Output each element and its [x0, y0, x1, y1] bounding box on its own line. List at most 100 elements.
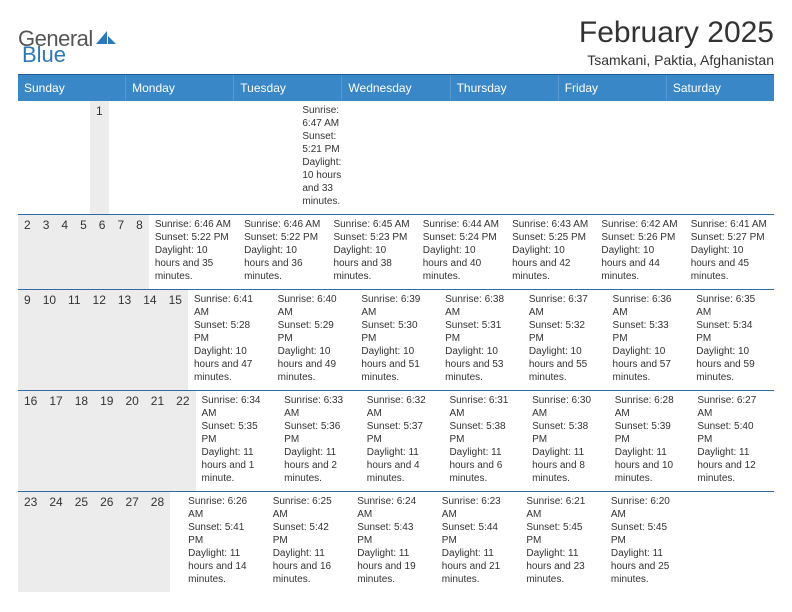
sunrise-text: Sunrise: 6:32 AM: [367, 394, 438, 420]
sunrise-text: Sunrise: 6:41 AM: [691, 218, 768, 231]
sunrise-text: Sunrise: 6:46 AM: [244, 218, 321, 231]
weekday-header-row: Sunday Monday Tuesday Wednesday Thursday…: [18, 75, 774, 101]
sunset-text: Sunset: 5:45 PM: [611, 521, 684, 547]
day-number: 23: [18, 492, 43, 592]
day-cell: Sunrise: 6:25 AMSunset: 5:42 PMDaylight:…: [267, 492, 352, 592]
day-cell: Sunrise: 6:38 AMSunset: 5:31 PMDaylight:…: [439, 290, 523, 390]
day-cell: Sunrise: 6:20 AMSunset: 5:45 PMDaylight:…: [605, 492, 690, 592]
week-row: 16171819202122Sunrise: 6:34 AMSunset: 5:…: [18, 391, 774, 492]
day-number: [78, 101, 90, 214]
day-cell: Sunrise: 6:33 AMSunset: 5:36 PMDaylight:…: [278, 391, 361, 491]
day-cell: Sunrise: 6:41 AMSunset: 5:27 PMDaylight:…: [685, 215, 774, 289]
sunset-text: Sunset: 5:27 PM: [691, 231, 768, 244]
day-cell: Sunrise: 6:27 AMSunset: 5:40 PMDaylight:…: [691, 391, 774, 491]
sunset-text: Sunset: 5:30 PM: [361, 319, 433, 345]
daylight-text: Daylight: 10 hours and 33 minutes.: [302, 156, 341, 208]
weekday-header: Saturday: [667, 75, 774, 101]
daylight-text: Daylight: 10 hours and 38 minutes.: [333, 244, 410, 283]
day-number: 3: [37, 215, 56, 289]
day-cell: Sunrise: 6:28 AMSunset: 5:39 PMDaylight:…: [609, 391, 692, 491]
sunrise-text: Sunrise: 6:38 AM: [445, 293, 517, 319]
day-number-row: 1: [18, 101, 109, 214]
day-number: 15: [163, 290, 188, 390]
week-row: 1Sunrise: 6:47 AMSunset: 5:21 PMDaylight…: [18, 101, 774, 215]
day-number: 22: [170, 391, 195, 491]
day-cell: Sunrise: 6:24 AMSunset: 5:43 PMDaylight:…: [351, 492, 436, 592]
sunset-text: Sunset: 5:22 PM: [155, 231, 232, 244]
sunrise-text: Sunrise: 6:34 AM: [202, 394, 273, 420]
day-number: 6: [93, 215, 112, 289]
sunset-text: Sunset: 5:24 PM: [423, 231, 500, 244]
day-cell: Sunrise: 6:41 AMSunset: 5:28 PMDaylight:…: [188, 290, 272, 390]
sunset-text: Sunset: 5:33 PM: [613, 319, 685, 345]
day-cell: Sunrise: 6:31 AMSunset: 5:38 PMDaylight:…: [443, 391, 526, 491]
day-cell: [171, 101, 202, 214]
sunset-text: Sunset: 5:31 PM: [445, 319, 517, 345]
day-body-row: Sunrise: 6:46 AMSunset: 5:22 PMDaylight:…: [149, 215, 774, 289]
day-cell: Sunrise: 6:23 AMSunset: 5:44 PMDaylight:…: [436, 492, 521, 592]
sunset-text: Sunset: 5:28 PM: [194, 319, 266, 345]
daylight-text: Daylight: 10 hours and 47 minutes.: [194, 345, 266, 384]
daylight-text: Daylight: 10 hours and 59 minutes.: [696, 345, 768, 384]
day-number: 24: [43, 492, 68, 592]
daylight-text: Daylight: 11 hours and 16 minutes.: [273, 547, 346, 586]
day-number: 21: [145, 391, 170, 491]
day-number: [30, 101, 42, 214]
sunrise-text: Sunrise: 6:47 AM: [302, 104, 341, 130]
sunset-text: Sunset: 5:44 PM: [442, 521, 515, 547]
weekday-header: Monday: [126, 75, 234, 101]
sunrise-text: Sunrise: 6:35 AM: [696, 293, 768, 319]
day-number: 18: [69, 391, 94, 491]
day-number: 4: [55, 215, 74, 289]
day-number: 14: [137, 290, 162, 390]
daylight-text: Daylight: 11 hours and 1 minute.: [202, 446, 273, 485]
day-cell: [203, 101, 234, 214]
daylight-text: Daylight: 10 hours and 44 minutes.: [601, 244, 678, 283]
sunrise-text: Sunrise: 6:37 AM: [529, 293, 601, 319]
day-number: [66, 101, 78, 214]
daylight-text: Daylight: 11 hours and 14 minutes.: [188, 547, 261, 586]
week-row: 2345678Sunrise: 6:46 AMSunset: 5:22 PMDa…: [18, 215, 774, 290]
day-cell: [140, 101, 171, 214]
day-cell: Sunrise: 6:43 AMSunset: 5:25 PMDaylight:…: [506, 215, 595, 289]
sunrise-text: Sunrise: 6:23 AM: [442, 495, 515, 521]
sunset-text: Sunset: 5:40 PM: [697, 420, 768, 446]
day-cell: Sunrise: 6:44 AMSunset: 5:24 PMDaylight:…: [417, 215, 506, 289]
sunrise-text: Sunrise: 6:20 AM: [611, 495, 684, 521]
day-cell: Sunrise: 6:32 AMSunset: 5:37 PMDaylight:…: [361, 391, 444, 491]
sunset-text: Sunset: 5:43 PM: [357, 521, 430, 547]
day-cell: Sunrise: 6:42 AMSunset: 5:26 PMDaylight:…: [595, 215, 684, 289]
day-cell: Sunrise: 6:40 AMSunset: 5:29 PMDaylight:…: [272, 290, 356, 390]
day-number: 16: [18, 391, 43, 491]
sunrise-text: Sunrise: 6:43 AM: [512, 218, 589, 231]
sunset-text: Sunset: 5:22 PM: [244, 231, 321, 244]
day-number: 2: [18, 215, 37, 289]
day-cell: Sunrise: 6:35 AMSunset: 5:34 PMDaylight:…: [690, 290, 774, 390]
daylight-text: Daylight: 11 hours and 21 minutes.: [442, 547, 515, 586]
sunrise-text: Sunrise: 6:33 AM: [284, 394, 355, 420]
day-cell: Sunrise: 6:46 AMSunset: 5:22 PMDaylight:…: [149, 215, 238, 289]
daylight-text: Daylight: 10 hours and 40 minutes.: [423, 244, 500, 283]
sunrise-text: Sunrise: 6:36 AM: [613, 293, 685, 319]
day-cell: Sunrise: 6:46 AMSunset: 5:22 PMDaylight:…: [238, 215, 327, 289]
sunrise-text: Sunrise: 6:46 AM: [155, 218, 232, 231]
daylight-text: Daylight: 10 hours and 51 minutes.: [361, 345, 433, 384]
daylight-text: Daylight: 11 hours and 25 minutes.: [611, 547, 684, 586]
sunset-text: Sunset: 5:38 PM: [449, 420, 520, 446]
weekday-header: Tuesday: [234, 75, 342, 101]
calendar: Sunday Monday Tuesday Wednesday Thursday…: [18, 74, 774, 592]
month-title: February 2025: [579, 16, 774, 50]
day-number: [18, 101, 30, 214]
day-number: 19: [94, 391, 119, 491]
day-number: 10: [37, 290, 62, 390]
weekday-header: Wednesday: [342, 75, 450, 101]
daylight-text: Daylight: 11 hours and 2 minutes.: [284, 446, 355, 485]
weeks-container: 1Sunrise: 6:47 AMSunset: 5:21 PMDaylight…: [18, 101, 774, 592]
sunrise-text: Sunrise: 6:26 AM: [188, 495, 261, 521]
daylight-text: Daylight: 10 hours and 49 minutes.: [278, 345, 350, 384]
weekday-header: Friday: [559, 75, 667, 101]
day-number: [54, 101, 66, 214]
sunset-text: Sunset: 5:25 PM: [512, 231, 589, 244]
title-block: February 2025 Tsamkani, Paktia, Afghanis…: [579, 16, 774, 68]
sunset-text: Sunset: 5:42 PM: [273, 521, 346, 547]
